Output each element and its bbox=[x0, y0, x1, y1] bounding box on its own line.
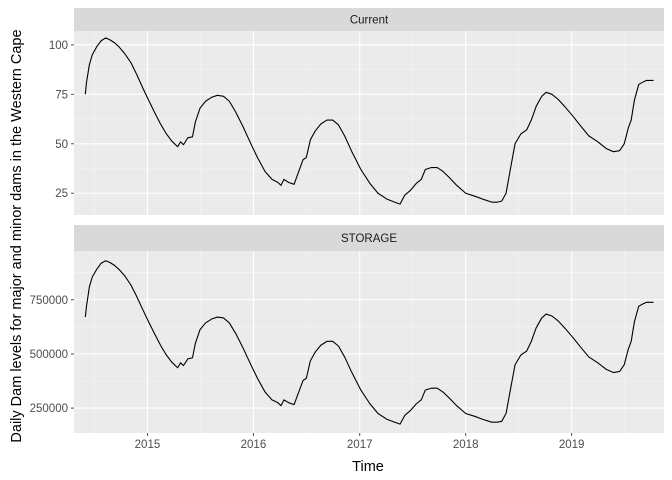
x-tick-label: 2019 bbox=[559, 439, 585, 451]
x-tick-label: 2017 bbox=[347, 439, 373, 451]
facet-strip-label: Current bbox=[350, 15, 389, 27]
facet-current: Current 25 50 75 100 bbox=[49, 8, 664, 215]
facet-strip bbox=[74, 8, 664, 31]
x-tick-label: 2015 bbox=[135, 439, 161, 451]
y-axis-title: Daily Dam levels for major and minor dam… bbox=[9, 29, 25, 442]
facet-strip bbox=[74, 225, 664, 251]
x-axis-title: Time bbox=[352, 459, 384, 475]
x-tick-label: 2018 bbox=[453, 439, 479, 451]
y-tick-label: 75 bbox=[55, 89, 68, 101]
y-tick-label: 500000 bbox=[30, 349, 68, 361]
y-tick-label: 25 bbox=[55, 188, 68, 200]
y-tick-label: 250000 bbox=[30, 403, 68, 415]
facet-storage: STORAGE 250000 500000 750000 bbox=[30, 225, 664, 433]
panel-background bbox=[74, 251, 664, 433]
y-tick-label: 100 bbox=[49, 40, 68, 52]
y-tick-label: 50 bbox=[55, 139, 68, 151]
series-line bbox=[84, 37, 654, 205]
series-line bbox=[84, 260, 654, 425]
x-tick-label: 2016 bbox=[241, 439, 267, 451]
facet-strip-label: STORAGE bbox=[341, 233, 397, 245]
y-tick-label: 750000 bbox=[30, 295, 68, 307]
panel-background bbox=[74, 31, 664, 215]
x-axis: 2015 2016 2017 2018 2019 bbox=[135, 433, 585, 451]
facet-layer: Current 25 50 75 100 STORAGE 250000 500000 75000… bbox=[30, 8, 664, 433]
